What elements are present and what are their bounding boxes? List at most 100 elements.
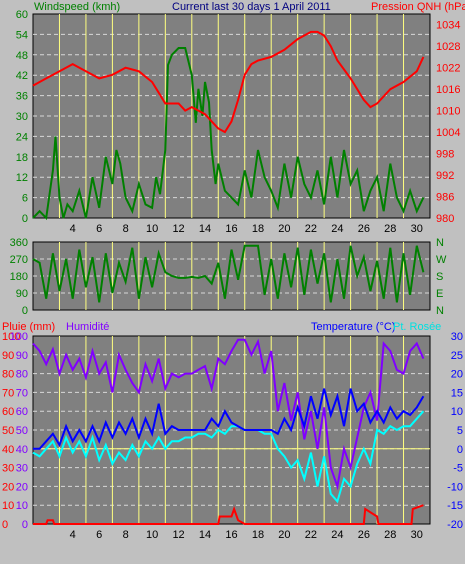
temperature-tick-label: 15: [451, 387, 463, 399]
compass-tick-label: N: [436, 237, 444, 249]
rain-tick-label: 10: [2, 500, 14, 512]
wind-pressure-x-tick-label: 20: [278, 223, 290, 235]
windspeed-tick-label: 54: [16, 29, 28, 41]
humidity-tick-label: 60: [16, 406, 28, 418]
wind-pressure-x-tick-label: 6: [96, 223, 102, 235]
temperature-tick-label: -10: [447, 481, 463, 493]
pressure-tick-label: 1028: [436, 41, 460, 53]
windspeed-tick-label: 48: [16, 50, 28, 62]
rain-tick-label: 0: [2, 519, 8, 531]
temperature-tick-label: 5: [457, 425, 463, 437]
pressure-tick-label: 986: [436, 192, 454, 204]
humidity-tick-label: 40: [16, 444, 28, 456]
pressure-series-line: [32, 30, 425, 134]
humidity-series-line: [32, 338, 425, 491]
rain-humidity-temperature-x-tick-label: 8: [123, 529, 129, 541]
rain-humidity-temperature-x-tick-label: 14: [199, 529, 211, 541]
compass-tick-label: W: [436, 254, 447, 266]
rain-tick-label: 70: [2, 387, 14, 399]
windspeed-tick-label: 18: [16, 152, 28, 164]
temperature-tick-label: -20: [447, 519, 463, 531]
humidity-tick-label: 50: [16, 425, 28, 437]
pressure-tick-label: 1034: [436, 20, 460, 32]
wind-pressure-x-tick-label: 8: [123, 223, 129, 235]
wind-pressure-x-tick-label: 10: [146, 223, 158, 235]
dewpoint-axis-label: Pt. Rosée: [393, 321, 442, 333]
temperature-tick-label: 20: [451, 369, 463, 381]
rain-axis-label: Pluie (mm): [2, 321, 56, 333]
rain-tick-label: 50: [2, 425, 14, 437]
windspeed-tick-label: 36: [16, 91, 28, 103]
chart-title: Current last 30 days 1 April 2011: [172, 1, 331, 13]
humidity-tick-label: 80: [16, 369, 28, 381]
direction-series-line: [32, 244, 425, 303]
rain-tick-label: 90: [2, 350, 14, 362]
humidity-tick-label: 100: [10, 331, 28, 343]
windspeed-tick-label: 12: [16, 172, 28, 184]
humidity-axis-label: Humidité: [66, 321, 110, 333]
humidity-tick-label: 0: [22, 519, 28, 531]
humidity-tick-label: 70: [16, 387, 28, 399]
humidity-tick-label: 30: [16, 463, 28, 475]
wind-pressure-x-tick-label: 16: [225, 223, 237, 235]
wind-pressure-x-tick-label: 24: [331, 223, 343, 235]
pressure-tick-label: 1010: [436, 106, 460, 118]
rain-humidity-temperature-x-tick-label: 12: [172, 529, 184, 541]
rain-humidity-temperature-x-tick-label: 18: [252, 529, 264, 541]
windspeed-axis-label: Windspeed (kmh): [34, 1, 121, 13]
rain-humidity-temperature-x-tick-label: 22: [305, 529, 317, 541]
windspeed-tick-label: 24: [16, 131, 28, 143]
rain-tick-label: 40: [2, 444, 14, 456]
wind-pressure-x-tick-label: 22: [305, 223, 317, 235]
direction-tick-label: 0: [22, 305, 28, 317]
wind-pressure-panel: 0612182430364248546098098699299810041010…: [16, 9, 461, 235]
wind-pressure-x-tick-label: 26: [358, 223, 370, 235]
rain-humidity-temperature-x-tick-label: 10: [146, 529, 158, 541]
rain-tick-label: 30: [2, 463, 14, 475]
direction-tick-label: 360: [10, 237, 28, 249]
rain-tick-label: 100: [2, 331, 20, 343]
rain-humidity-temperature-x-tick-label: 28: [384, 529, 396, 541]
rain-humidity-temperature-x-tick-label: 20: [278, 529, 290, 541]
direction-tick-label: 270: [10, 254, 28, 266]
rain-humidity-temperature-x-tick-label: 6: [96, 529, 102, 541]
rain-tick-label: 20: [2, 481, 14, 493]
wind-pressure-x-tick-label: 14: [199, 223, 211, 235]
temperature-tick-label: 0: [457, 444, 463, 456]
rain-humidity-temperature-x-tick-label: 16: [225, 529, 237, 541]
rain-tick-label: 60: [2, 406, 14, 418]
compass-tick-label: N: [436, 305, 444, 317]
humidity-tick-label: 90: [16, 350, 28, 362]
temperature-axis-label: Temperature (°C): [311, 321, 396, 333]
compass-tick-label: S: [436, 271, 443, 283]
wind-pressure-x-tick-label: 12: [172, 223, 184, 235]
wind-pressure-x-tick-label: 18: [252, 223, 264, 235]
windspeed-tick-label: 60: [16, 9, 28, 21]
humidity-tick-label: 20: [16, 481, 28, 493]
windspeed-series-line: [32, 47, 425, 221]
wind-pressure-x-tick-label: 30: [411, 223, 423, 235]
dewpoint-series-line: [32, 410, 425, 504]
rain-humidity-temperature-x-tick-label: 30: [411, 529, 423, 541]
humidity-tick-label: 10: [16, 500, 28, 512]
rain-humidity-temperature-x-tick-label: 26: [358, 529, 370, 541]
pressure-tick-label: 998: [436, 149, 454, 161]
rain-humidity-temperature-x-tick-label: 24: [331, 529, 343, 541]
windspeed-tick-label: 0: [22, 213, 28, 225]
pressure-tick-label: 992: [436, 170, 454, 182]
pressure-tick-label: 1004: [436, 127, 460, 139]
windspeed-tick-label: 42: [16, 70, 28, 82]
windspeed-tick-label: 6: [22, 193, 28, 205]
wind-pressure-x-tick-label: 28: [384, 223, 396, 235]
pressure-tick-label: 1022: [436, 63, 460, 75]
compass-tick-label: E: [436, 288, 443, 300]
temperature-tick-label: 30: [451, 331, 463, 343]
temperature-tick-label: 25: [451, 350, 463, 362]
rain-series-line: [33, 504, 424, 525]
pressure-tick-label: 1016: [436, 84, 460, 96]
pressure-tick-label: 980: [436, 213, 454, 225]
direction-tick-label: 180: [10, 271, 28, 283]
windspeed-tick-label: 30: [16, 111, 28, 123]
